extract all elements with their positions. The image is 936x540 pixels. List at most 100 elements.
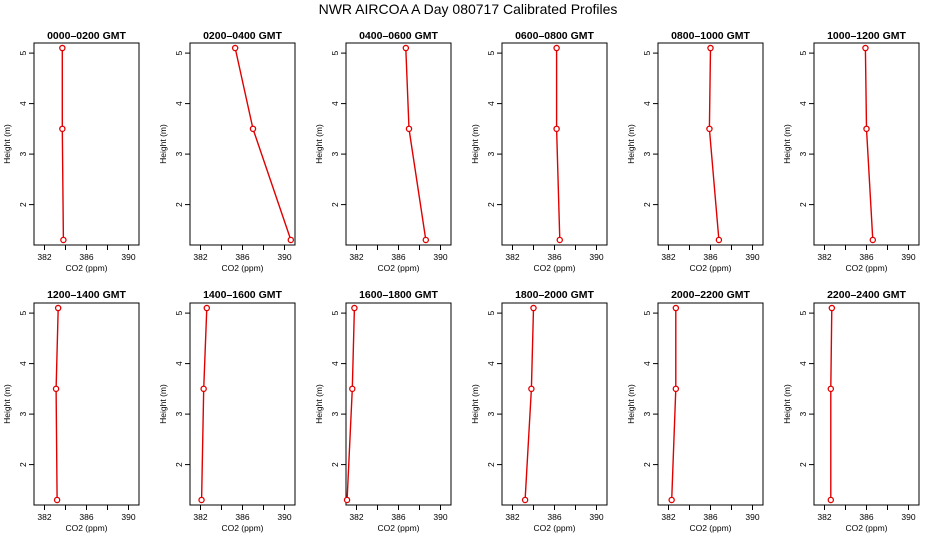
x-tick-label: 382 — [193, 252, 207, 262]
y-tick-label: 5 — [18, 50, 28, 55]
x-tick-label: 382 — [349, 512, 363, 522]
plot-frame — [33, 42, 140, 246]
profile-point — [59, 44, 66, 52]
profile-point — [287, 236, 295, 244]
x-tick-label: 382 — [505, 252, 519, 262]
y-tick-label: 4 — [18, 361, 28, 366]
panel-10: 1800–2000 GMT 382 386 390 2 3 4 5 CO2 (ppm) Heigh… — [470, 289, 608, 533]
y-tick-label: 3 — [798, 411, 808, 416]
profile-line — [524, 308, 535, 500]
y-tick-label: 2 — [798, 202, 808, 207]
profile-point — [668, 496, 675, 504]
y-tick-label: 2 — [18, 462, 28, 467]
y-tick-label: 2 — [174, 462, 184, 467]
x-tick-label: 390 — [277, 252, 291, 262]
y-tick-label: 2 — [642, 202, 652, 207]
plot-frame — [657, 302, 764, 506]
y-tick-label: 4 — [486, 361, 496, 366]
y-tick-label: 3 — [174, 151, 184, 156]
panel-title: 1000–1200 GMT — [827, 30, 906, 42]
panel-title: 2200–2400 GMT — [827, 289, 906, 301]
y-tick-label: 4 — [798, 361, 808, 366]
x-tick-label: 386 — [391, 512, 405, 522]
profile-point — [553, 44, 560, 52]
profile-line — [55, 308, 59, 500]
profile-point — [827, 385, 835, 393]
x-axis-label: CO2 (ppm) — [533, 263, 575, 273]
profile-line — [61, 48, 65, 240]
y-tick-label: 4 — [330, 101, 340, 106]
y-tick-label: 4 — [174, 361, 184, 366]
panel-title: 0400–0600 GMT — [359, 30, 438, 42]
profile-point — [249, 125, 257, 133]
profile-point — [203, 304, 211, 312]
x-tick-label: 386 — [859, 512, 873, 522]
x-tick-label: 382 — [661, 512, 675, 522]
profile-point — [351, 304, 358, 312]
profile-point — [706, 125, 713, 133]
profile-line — [405, 48, 427, 241]
y-axis-label: Height (m) — [158, 384, 168, 424]
x-tick-label: 382 — [37, 512, 51, 522]
profile-point — [528, 385, 535, 393]
y-axis-label: Height (m) — [626, 384, 636, 424]
plot-frame — [189, 42, 296, 246]
y-tick-label: 5 — [174, 50, 184, 55]
x-tick-label: 390 — [745, 512, 759, 522]
x-tick-label: 390 — [433, 512, 447, 522]
profile-point — [672, 385, 680, 393]
x-tick-label: 390 — [121, 252, 135, 262]
profile-point — [52, 385, 60, 393]
y-tick-label: 3 — [642, 411, 652, 416]
profile-point — [672, 304, 680, 312]
x-tick-label: 386 — [391, 252, 405, 262]
y-tick-label: 5 — [486, 50, 496, 55]
x-axis-label: CO2 (ppm) — [65, 523, 107, 533]
y-tick-label: 5 — [174, 310, 184, 315]
y-tick-label: 2 — [330, 202, 340, 207]
profile-point — [707, 44, 714, 52]
panel-title: 0800–1000 GMT — [671, 30, 750, 42]
profile-line — [200, 308, 208, 500]
profile-point — [53, 496, 61, 504]
x-tick-label: 390 — [901, 512, 915, 522]
y-tick-label: 4 — [174, 101, 184, 106]
y-axis-label: Height (m) — [2, 384, 12, 424]
profile-point — [556, 236, 564, 244]
x-tick-label: 386 — [235, 512, 249, 522]
y-tick-label: 3 — [798, 151, 808, 156]
x-tick-label: 386 — [547, 512, 561, 522]
x-tick-label: 382 — [505, 512, 519, 522]
plot-frame — [33, 302, 140, 506]
profile-point — [198, 496, 205, 504]
x-tick-label: 386 — [859, 252, 873, 262]
plot-frame — [501, 302, 608, 506]
x-tick-label: 386 — [235, 252, 249, 262]
y-tick-label: 3 — [18, 411, 28, 416]
panel-6: 1000–1200 GMT 382 386 390 2 3 4 5 CO2 (ppm) Heigh… — [782, 30, 920, 273]
x-axis-label: CO2 (ppm) — [221, 523, 263, 533]
panel-title: 2000–2200 GMT — [671, 289, 750, 301]
panel-12: 2200–2400 GMT 382 386 390 2 3 4 5 CO2 (ppm) Heigh… — [782, 289, 920, 533]
y-tick-label: 2 — [486, 202, 496, 207]
y-axis-label: Height (m) — [314, 384, 324, 424]
y-tick-label: 2 — [18, 202, 28, 207]
profile-point — [200, 385, 207, 393]
y-tick-label: 5 — [798, 50, 808, 55]
y-tick-label: 5 — [330, 50, 340, 55]
x-axis-label: CO2 (ppm) — [377, 263, 419, 273]
x-axis-label: CO2 (ppm) — [689, 263, 731, 273]
panel-title: 1400–1600 GMT — [203, 289, 282, 301]
y-axis-label: Height (m) — [782, 384, 792, 424]
y-axis-label: Height (m) — [158, 124, 168, 164]
y-tick-label: 5 — [18, 310, 28, 315]
panel-title: 1200–1400 GMT — [47, 289, 126, 301]
y-tick-label: 3 — [174, 411, 184, 416]
panel-title: 0000–0200 GMT — [47, 30, 126, 42]
x-tick-label: 390 — [589, 252, 603, 262]
profile-point — [349, 385, 356, 393]
plot-frame — [813, 302, 920, 506]
y-tick-label: 5 — [798, 310, 808, 315]
x-tick-label: 390 — [745, 252, 759, 262]
x-tick-label: 386 — [703, 252, 717, 262]
